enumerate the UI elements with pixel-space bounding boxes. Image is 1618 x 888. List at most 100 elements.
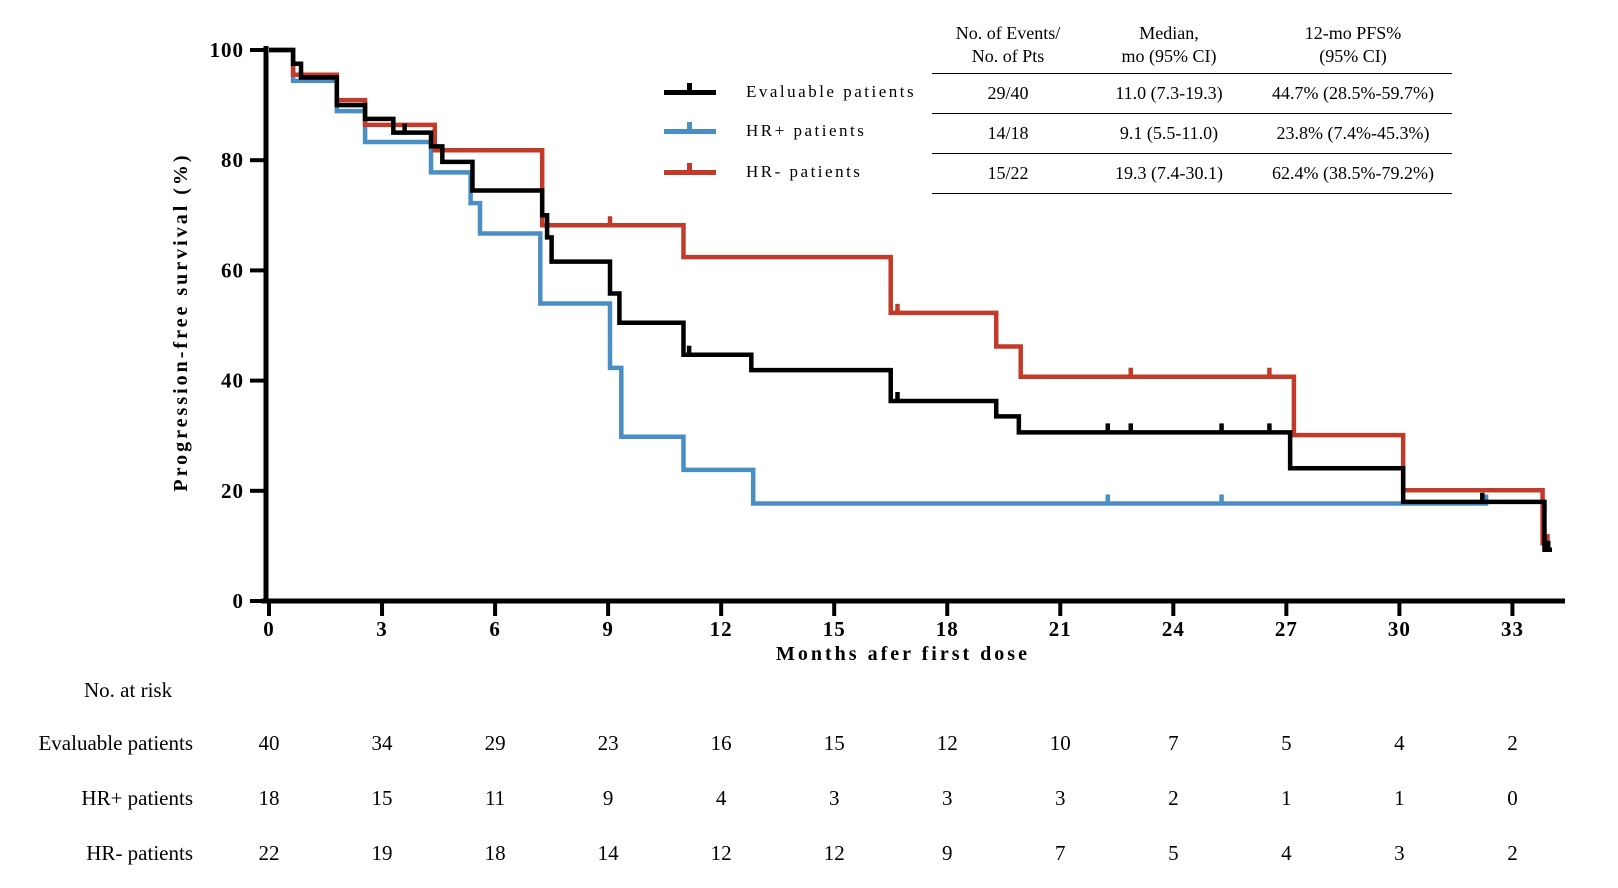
risk-count: 19 bbox=[371, 841, 393, 865]
legend-item-hr-minus: HR- patients bbox=[664, 162, 862, 182]
censor-tick-icon bbox=[687, 82, 692, 92]
censor-tick-icon bbox=[687, 121, 692, 131]
legend-item-hr-plus: HR+ patients bbox=[664, 121, 866, 141]
x-tick-label: 33 bbox=[1501, 617, 1524, 641]
x-tick-label: 15 bbox=[823, 617, 846, 641]
stats-cell: 62.4% (38.5%-79.2%) bbox=[1272, 163, 1434, 183]
risk-row-hr-minus: HR- patients 22 19 18 14 12 12 9 7 5 4 3 2 bbox=[0, 841, 1618, 869]
risk-count: 29 bbox=[484, 731, 506, 755]
stats-header-pfs: 12-mo PFS% (95% CI) bbox=[1254, 22, 1452, 68]
x-tick-label: 30 bbox=[1388, 617, 1411, 641]
risk-count: 5 bbox=[1168, 841, 1179, 865]
risk-count: 40 bbox=[258, 731, 280, 755]
stats-cell: 29/40 bbox=[987, 83, 1029, 103]
x-axis-title: Months afer first dose bbox=[776, 643, 1030, 665]
legend-label-hr-minus: HR- patients bbox=[746, 162, 863, 181]
risk-count: 18 bbox=[258, 786, 280, 810]
x-tick-label: 27 bbox=[1275, 617, 1298, 641]
x-tick-label: 18 bbox=[936, 617, 959, 641]
x-tick-label: 3 bbox=[376, 617, 388, 641]
risk-count: 22 bbox=[258, 841, 280, 865]
risk-count: 3 bbox=[1055, 786, 1066, 810]
x-tick-label: 12 bbox=[710, 617, 733, 641]
stats-table-header: No. of Events/ No. of Pts Median, mo (95… bbox=[932, 22, 1452, 74]
hr-minus-line-swatch-icon bbox=[664, 162, 716, 175]
risk-count: 3 bbox=[1394, 841, 1405, 865]
y-tick-label: 100 bbox=[210, 38, 245, 62]
risk-row-hr-plus: HR+ patients 18 15 11 9 4 3 3 3 2 1 1 0 bbox=[0, 786, 1618, 814]
y-tick-label: 20 bbox=[221, 479, 244, 503]
risk-count: 14 bbox=[597, 841, 619, 865]
stats-header-line: No. of Events/ bbox=[955, 23, 1061, 43]
stats-row-hr-minus: 15/22 19.3 (7.4-30.1) 62.4% (38.5%-79.2%… bbox=[932, 154, 1452, 194]
risk-count: 7 bbox=[1168, 731, 1179, 755]
risk-count: 4 bbox=[1394, 731, 1405, 755]
risk-count: 18 bbox=[484, 841, 506, 865]
risk-count: 3 bbox=[941, 786, 953, 810]
stats-table: No. of Events/ No. of Pts Median, mo (95… bbox=[932, 22, 1452, 194]
y-tick-label: 80 bbox=[221, 148, 244, 172]
risk-count: 9 bbox=[941, 841, 953, 865]
y-tick-label: 40 bbox=[221, 369, 244, 393]
legend-item-evaluable: Evaluable patients bbox=[664, 82, 916, 102]
risk-count: 16 bbox=[710, 731, 732, 755]
risk-count: 5 bbox=[1281, 731, 1292, 755]
survival-plot: 0 20 40 60 80 100 0 3 6 9 12 15 18 21 24 27 30 33 Progress… bbox=[170, 38, 1565, 665]
risk-count: 10 bbox=[1049, 731, 1071, 755]
legend-label-hr-plus: HR+ patients bbox=[746, 121, 867, 140]
x-tick-label: 6 bbox=[489, 617, 501, 641]
stats-cell: 19.3 (7.4-30.1) bbox=[1115, 163, 1223, 183]
risk-count: 4 bbox=[1281, 841, 1292, 865]
x-tick-label: 21 bbox=[1049, 617, 1072, 641]
risk-count: 2 bbox=[1507, 731, 1518, 755]
stats-header-line: No. of Pts bbox=[971, 46, 1045, 66]
risk-count: 23 bbox=[597, 731, 619, 755]
risk-count: 1 bbox=[1394, 786, 1405, 810]
evaluable-line-swatch-icon bbox=[664, 82, 716, 95]
x-tick-label: 9 bbox=[602, 617, 614, 641]
km-curve-evaluable bbox=[269, 47, 1552, 553]
stats-cell: 9.1 (5.5-11.0) bbox=[1119, 123, 1219, 143]
risk-count: 0 bbox=[1507, 786, 1518, 810]
stats-row-hr-plus: 14/18 9.1 (5.5-11.0) 23.8% (7.4%-45.3%) bbox=[932, 114, 1452, 154]
stats-cell: 14/18 bbox=[987, 123, 1029, 143]
stats-header-events: No. of Events/ No. of Pts bbox=[932, 22, 1084, 68]
risk-row-label: Evaluable patients bbox=[38, 731, 193, 755]
stats-row-evaluable: 29/40 11.0 (7.3-19.3) 44.7% (28.5%-59.7%… bbox=[932, 74, 1452, 114]
risk-row-evaluable: Evaluable patients 40 34 29 23 16 15 12 10 7 5 4 2 bbox=[0, 731, 1618, 759]
risk-row-label: HR- patients bbox=[86, 841, 193, 865]
risk-count: 1 bbox=[1281, 786, 1292, 810]
stats-cell: 15/22 bbox=[987, 163, 1029, 183]
y-tick-label: 60 bbox=[221, 258, 244, 282]
stats-cell: 11.0 (7.3-19.3) bbox=[1115, 83, 1223, 103]
risk-count: 34 bbox=[371, 731, 393, 755]
risk-count: 15 bbox=[371, 786, 393, 810]
risk-count: 3 bbox=[828, 786, 840, 810]
censor-tick-icon bbox=[687, 162, 692, 172]
km-curve-hr-minus bbox=[269, 47, 1551, 546]
x-tick-label: 24 bbox=[1162, 617, 1185, 641]
stats-cell: 44.7% (28.5%-59.7%) bbox=[1272, 83, 1434, 103]
risk-count: 7 bbox=[1055, 841, 1066, 865]
risk-count: 12 bbox=[823, 841, 845, 865]
risk-row-label: HR+ patients bbox=[81, 786, 193, 810]
y-axis-title: Progression-free survival (%) bbox=[170, 152, 192, 491]
x-tick-label: 0 bbox=[263, 617, 275, 641]
y-tick-label: 0 bbox=[233, 589, 245, 613]
stats-cell: 23.8% (7.4%-45.3%) bbox=[1276, 123, 1430, 143]
stats-header-line: Median, bbox=[1139, 23, 1199, 43]
stats-header-line: 12-mo PFS% bbox=[1304, 23, 1402, 43]
risk-count: 9 bbox=[602, 786, 614, 810]
risk-count: 15 bbox=[823, 731, 845, 755]
risk-count: 12 bbox=[710, 841, 732, 865]
stats-header-line: (95% CI) bbox=[1319, 46, 1387, 66]
risk-count: 11 bbox=[484, 786, 506, 810]
stats-header-median: Median, mo (95% CI) bbox=[1084, 22, 1254, 68]
risk-count: 2 bbox=[1507, 841, 1518, 865]
risk-count: 4 bbox=[715, 786, 727, 810]
risk-count: 2 bbox=[1168, 786, 1179, 810]
risk-count: 12 bbox=[936, 731, 958, 755]
risk-table-title: No. at risk bbox=[84, 678, 173, 702]
stats-header-line: mo (95% CI) bbox=[1121, 46, 1217, 66]
legend-label-evaluable: Evaluable patients bbox=[746, 82, 917, 101]
